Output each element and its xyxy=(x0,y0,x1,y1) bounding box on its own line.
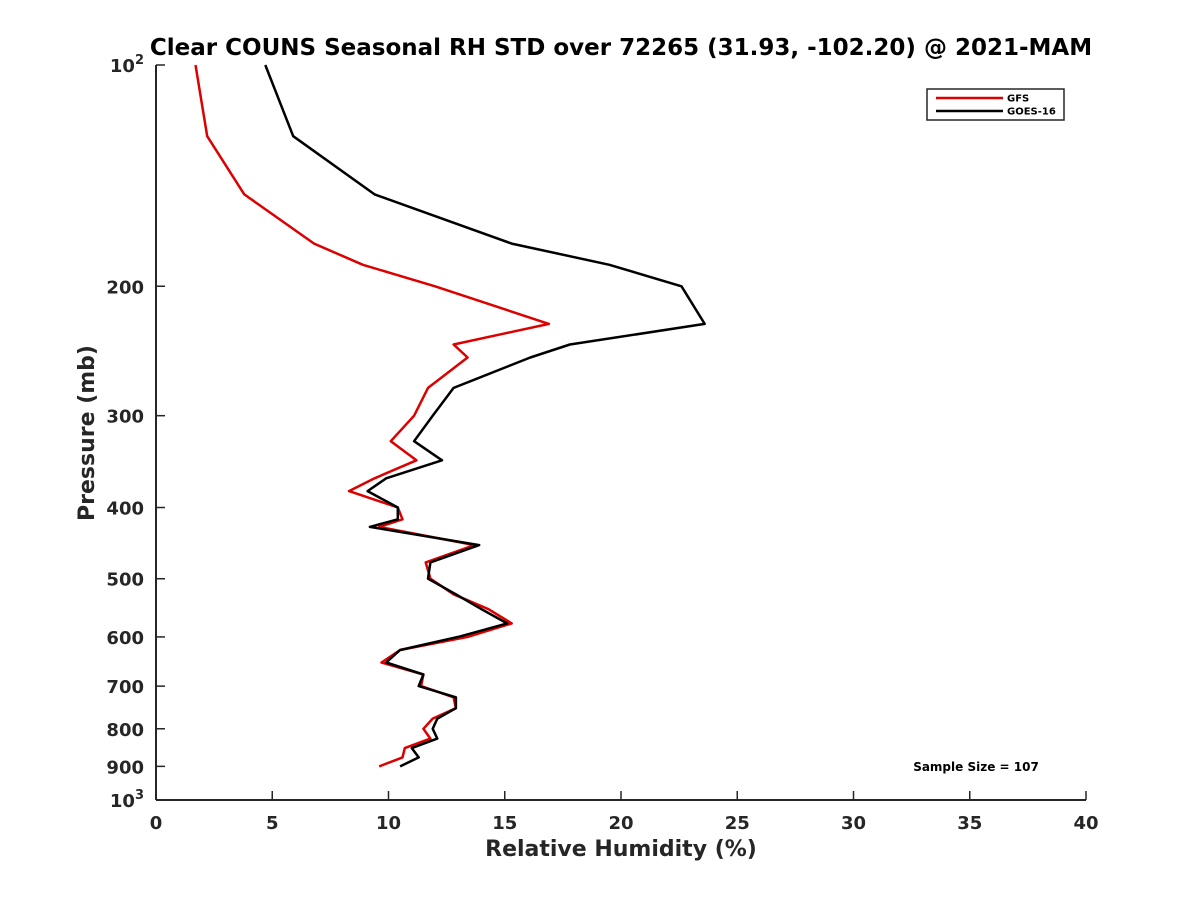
sample-size-annotation: Sample Size = 107 xyxy=(913,760,1039,774)
x-tick-label: 25 xyxy=(725,813,750,834)
x-tick-label: 20 xyxy=(608,813,633,834)
y-tick-label: 102 xyxy=(110,53,144,77)
y-tick-label: 400 xyxy=(106,499,144,520)
x-tick-label: 15 xyxy=(492,813,517,834)
x-tick-label: 0 xyxy=(150,813,163,834)
y-tick-label: 200 xyxy=(106,277,144,298)
x-tick-label: 30 xyxy=(841,813,866,834)
y-tick-label: 800 xyxy=(106,720,144,741)
x-tick-label: 5 xyxy=(266,813,279,834)
series-line-goes16 xyxy=(264,64,706,768)
series-layer xyxy=(194,64,706,768)
legend-box xyxy=(926,88,1065,121)
chart-title: Clear COUNS Seasonal RH STD over 72265 (… xyxy=(150,35,1092,61)
y-axis-label: Pressure (mb) xyxy=(75,345,100,521)
legend: GFS GOES-16 xyxy=(926,88,1065,121)
x-axis-label: Relative Humidity (%) xyxy=(485,837,757,862)
y-tick-exponent: 2 xyxy=(135,53,144,68)
x-ticks: 0 5 10 15 20 25 30 35 40 xyxy=(150,791,1099,834)
x-tick-label: 10 xyxy=(376,813,401,834)
y-tick-label: 900 xyxy=(106,757,144,778)
y-tick-label: 600 xyxy=(106,628,144,649)
y-tick-exponent: 3 xyxy=(135,788,144,803)
y-tick-base: 10 xyxy=(110,791,135,812)
y-tick-label: 103 xyxy=(110,788,144,812)
x-tick-label: 40 xyxy=(1073,813,1098,834)
x-tick-label: 35 xyxy=(957,813,982,834)
y-tick-label: 700 xyxy=(106,677,144,698)
legend-label-goes16: GOES-16 xyxy=(1007,107,1056,118)
y-tick-label: 500 xyxy=(106,570,144,591)
legend-label-gfs: GFS xyxy=(1007,94,1029,105)
y-tick-base: 10 xyxy=(110,56,135,77)
y-tick-label: 300 xyxy=(106,407,144,428)
